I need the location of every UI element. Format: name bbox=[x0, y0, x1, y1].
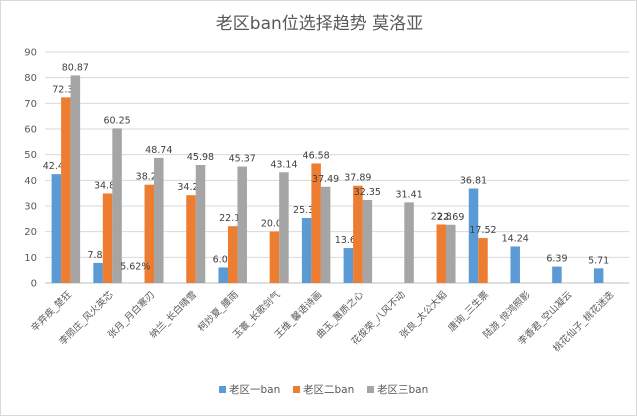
data-label: 34.89 bbox=[94, 180, 121, 191]
legend-label: 老区二ban bbox=[303, 383, 354, 396]
y-tick-label: 40 bbox=[24, 176, 37, 187]
legend-label: 老区一ban bbox=[229, 383, 280, 396]
bar bbox=[61, 97, 71, 283]
y-tick-label: 80 bbox=[24, 73, 37, 84]
data-label: 48.74 bbox=[145, 145, 172, 156]
bar bbox=[510, 246, 520, 283]
bar bbox=[70, 75, 81, 283]
annotation-label: 5.62% bbox=[120, 262, 150, 273]
data-label: 46.58 bbox=[303, 150, 330, 161]
data-label: 37.49 bbox=[312, 174, 339, 185]
bar bbox=[112, 128, 122, 283]
bar bbox=[51, 174, 62, 283]
data-label: 43.14 bbox=[270, 159, 297, 170]
bar bbox=[227, 226, 238, 283]
data-label: 37.89 bbox=[344, 173, 371, 184]
y-tick-label: 60 bbox=[24, 125, 37, 136]
x-category-label: 柯炒夏_腰雨 bbox=[195, 289, 240, 334]
data-label: 17.52 bbox=[469, 225, 496, 236]
data-label: 13.62 bbox=[335, 235, 362, 246]
y-tick-label: 20 bbox=[24, 227, 37, 238]
data-label: 45.98 bbox=[187, 152, 214, 163]
data-label: 25.34 bbox=[293, 205, 320, 216]
data-label: 22.14 bbox=[219, 213, 246, 224]
data-label: 38.29 bbox=[136, 172, 163, 183]
bar bbox=[362, 199, 373, 283]
y-tick-label: 90 bbox=[24, 48, 37, 59]
x-category-label: 辛弃疾_楚狂 bbox=[29, 288, 75, 334]
bar bbox=[353, 185, 363, 283]
data-label: 34.21 bbox=[177, 182, 204, 193]
bar bbox=[144, 184, 155, 283]
y-tick-label: 0 bbox=[31, 279, 37, 290]
data-label: 32.35 bbox=[354, 187, 381, 198]
y-tick-label: 70 bbox=[24, 99, 37, 110]
data-label: 31.41 bbox=[395, 189, 422, 200]
data-label: 22.8 bbox=[431, 211, 452, 222]
y-tick-label: 50 bbox=[24, 150, 37, 161]
legend-label: 老区三ban bbox=[377, 383, 428, 396]
data-label: 45.37 bbox=[229, 154, 256, 165]
legend-swatch bbox=[219, 386, 226, 393]
bar bbox=[218, 267, 228, 283]
data-label: 60.25 bbox=[103, 115, 130, 126]
bar bbox=[195, 164, 206, 283]
bar bbox=[311, 163, 321, 283]
legend-swatch bbox=[367, 386, 374, 393]
data-label: 6.39 bbox=[546, 254, 567, 265]
bar bbox=[446, 224, 456, 283]
bar bbox=[237, 166, 247, 283]
data-label: 80.87 bbox=[62, 62, 89, 73]
bar bbox=[320, 186, 331, 283]
chart-title: 老区ban位选择趋势 莫洛亚 bbox=[215, 14, 424, 34]
y-tick-label: 10 bbox=[24, 253, 37, 264]
bar bbox=[93, 262, 103, 283]
data-label: 5.71 bbox=[588, 255, 609, 266]
bar bbox=[102, 193, 113, 283]
bar bbox=[593, 268, 604, 283]
bar bbox=[343, 248, 354, 283]
bar bbox=[468, 188, 479, 283]
bar bbox=[186, 195, 196, 283]
legend-swatch bbox=[293, 386, 300, 393]
data-label: 72.33 bbox=[52, 84, 79, 95]
bar bbox=[269, 231, 280, 283]
data-label: 6.06 bbox=[213, 254, 234, 265]
bar bbox=[279, 172, 289, 283]
y-tick-label: 30 bbox=[24, 202, 37, 213]
bar bbox=[436, 224, 447, 283]
x-category-label: 唐询_三生票 bbox=[446, 288, 492, 334]
data-label: 7.83 bbox=[87, 250, 108, 261]
data-label: 22.69 bbox=[437, 212, 464, 223]
data-label: 42.41 bbox=[43, 161, 70, 172]
data-label: 20.08 bbox=[261, 218, 288, 229]
bar bbox=[552, 266, 562, 283]
bar bbox=[404, 202, 414, 283]
bar bbox=[301, 217, 312, 283]
data-label: 14.24 bbox=[502, 233, 529, 244]
bar bbox=[478, 238, 488, 283]
bar bbox=[154, 157, 164, 283]
data-label: 36.81 bbox=[460, 176, 487, 187]
